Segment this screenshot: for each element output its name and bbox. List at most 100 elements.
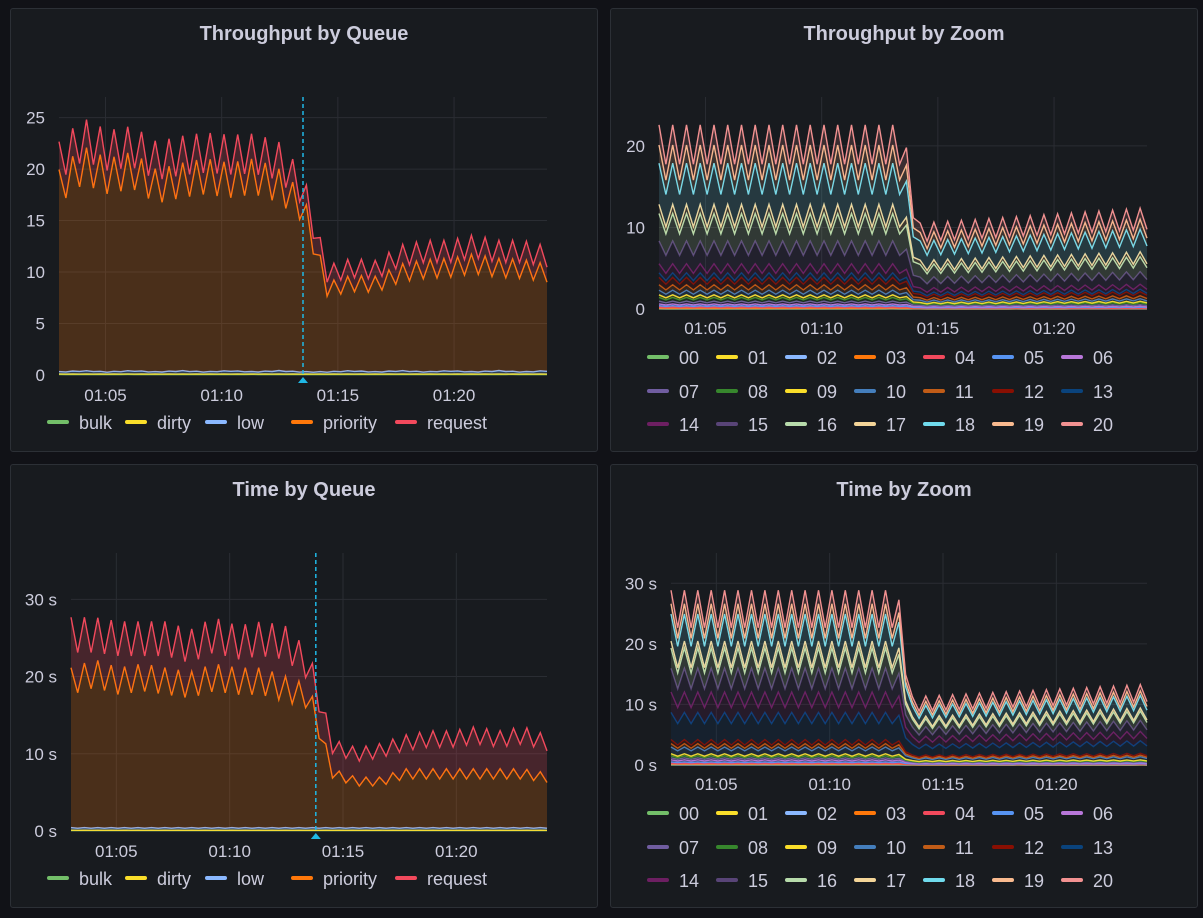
- legend-item-priority[interactable]: priority: [291, 869, 377, 890]
- time-by-queue-chart: 0 s 10 s 20 s 30 s 01:05 01:10 01:15 01:20: [25, 553, 548, 861]
- legend-item-priority[interactable]: priority: [291, 413, 377, 434]
- legend-item-low[interactable]: low: [205, 869, 264, 890]
- legend-item-06[interactable]: 06: [1061, 804, 1113, 825]
- panel-title[interactable]: Time by Zoom: [836, 479, 972, 501]
- legend-item-13[interactable]: 13: [1061, 382, 1113, 403]
- legend-item-04[interactable]: 04: [923, 804, 975, 825]
- series-line-09[interactable]: [658, 294, 1148, 305]
- series-line-06[interactable]: [670, 759, 1148, 765]
- legend-item-14[interactable]: 14: [647, 415, 699, 436]
- legend-item-12[interactable]: 12: [992, 838, 1044, 859]
- series-line-priority[interactable]: [70, 660, 548, 788]
- legend-item-19[interactable]: 19: [992, 871, 1044, 892]
- legend-item-06[interactable]: 06: [1061, 348, 1113, 369]
- legend-item-11[interactable]: 11: [923, 382, 974, 403]
- series-line-15[interactable]: [658, 239, 1148, 285]
- annotation-marker[interactable]: [298, 377, 308, 383]
- legend-item-08[interactable]: 08: [716, 382, 768, 403]
- series-line-request[interactable]: [70, 617, 548, 763]
- series-line-18[interactable]: [670, 613, 1148, 720]
- legend-item-16[interactable]: 16: [785, 871, 837, 892]
- legend-item-dirty[interactable]: dirty: [125, 869, 191, 890]
- annotation-marker[interactable]: [310, 833, 321, 839]
- legend-item-00[interactable]: 00: [647, 348, 699, 369]
- legend-item-02[interactable]: 02: [785, 804, 837, 825]
- legend-item-11[interactable]: 11: [923, 838, 974, 859]
- series-line-11[interactable]: [658, 283, 1148, 301]
- series-line-18[interactable]: [658, 163, 1148, 257]
- legend-item-09[interactable]: 09: [785, 838, 837, 859]
- legend-item-16[interactable]: 16: [785, 415, 837, 436]
- series-line-17[interactable]: [658, 201, 1148, 272]
- series-line-20[interactable]: [658, 124, 1148, 244]
- series-line-14[interactable]: [670, 690, 1148, 744]
- legend-item-18[interactable]: 18: [923, 415, 975, 436]
- series-line-request[interactable]: [58, 119, 548, 283]
- panel-title[interactable]: Throughput by Zoom: [803, 23, 1005, 45]
- legend-item-10[interactable]: 10: [854, 838, 906, 859]
- legend-item-01[interactable]: 01: [716, 348, 768, 369]
- legend-item-dirty[interactable]: dirty: [125, 413, 191, 434]
- legend-item-00[interactable]: 00: [647, 804, 699, 825]
- series-line-05[interactable]: [670, 761, 1148, 765]
- series-line-16[interactable]: [670, 645, 1148, 731]
- legend-item-bulk[interactable]: bulk: [47, 413, 112, 434]
- legend-swatch: [1061, 388, 1083, 393]
- series-line-08[interactable]: [658, 296, 1148, 306]
- legend-item-20[interactable]: 20: [1061, 871, 1113, 892]
- legend-item-09[interactable]: 09: [785, 382, 837, 403]
- legend-label: 09: [817, 381, 838, 402]
- legend-item-10[interactable]: 10: [854, 382, 906, 403]
- legend-item-15[interactable]: 15: [716, 415, 768, 436]
- series-line-17[interactable]: [670, 640, 1148, 729]
- legend-item-12[interactable]: 12: [992, 382, 1044, 403]
- legend-item-request[interactable]: request: [395, 413, 487, 434]
- series-line-12[interactable]: [658, 276, 1148, 299]
- series-line-10[interactable]: [658, 289, 1148, 303]
- series-line-13[interactable]: [658, 271, 1148, 297]
- legend-item-17[interactable]: 17: [854, 871, 906, 892]
- series-line-10[interactable]: [670, 746, 1148, 761]
- series-line-11[interactable]: [670, 742, 1148, 760]
- panel-time-by-zoom: Time by Zoom 0 s 10 s 20 s 30 s 01:05 01:10 01…: [610, 464, 1198, 908]
- legend-item-05[interactable]: 05: [992, 804, 1044, 825]
- legend-item-20[interactable]: 20: [1061, 415, 1113, 436]
- legend-item-bulk[interactable]: bulk: [47, 869, 112, 890]
- legend-item-07[interactable]: 07: [647, 838, 699, 859]
- legend-item-low[interactable]: low: [205, 413, 264, 434]
- legend-item-13[interactable]: 13: [1061, 838, 1113, 859]
- legend-item-01[interactable]: 01: [716, 804, 768, 825]
- x-tick-label: 01:20: [435, 842, 478, 861]
- series-line-19[interactable]: [670, 603, 1148, 717]
- legend-item-04[interactable]: 04: [923, 348, 975, 369]
- panel-title[interactable]: Throughput by Queue: [199, 23, 409, 45]
- series-line-low[interactable]: [70, 826, 548, 829]
- legend-item-05[interactable]: 05: [992, 348, 1044, 369]
- legend-item-15[interactable]: 15: [716, 871, 768, 892]
- legend-item-02[interactable]: 02: [785, 348, 837, 369]
- series-line-05[interactable]: [658, 304, 1148, 309]
- legend-item-03[interactable]: 03: [854, 348, 906, 369]
- series-line-15[interactable]: [670, 666, 1148, 737]
- series-line-16[interactable]: [658, 211, 1148, 276]
- series-line-08[interactable]: [670, 755, 1148, 763]
- series-line-07[interactable]: [670, 757, 1148, 764]
- series-line-06[interactable]: [658, 303, 1148, 308]
- legend-item-19[interactable]: 19: [992, 415, 1044, 436]
- legend-item-17[interactable]: 17: [854, 415, 906, 436]
- legend-item-18[interactable]: 18: [923, 871, 975, 892]
- legend-item-07[interactable]: 07: [647, 382, 699, 403]
- legend-item-03[interactable]: 03: [854, 804, 906, 825]
- series-line-14[interactable]: [658, 262, 1148, 294]
- panel-title[interactable]: Time by Queue: [232, 479, 376, 501]
- legend-item-08[interactable]: 08: [716, 838, 768, 859]
- legend-item-14[interactable]: 14: [647, 871, 699, 892]
- series-line-12[interactable]: [670, 738, 1148, 758]
- legend-item-request[interactable]: request: [395, 869, 487, 890]
- series-line-07[interactable]: [658, 300, 1148, 307]
- series-area-priority: [71, 660, 547, 829]
- series-line-09[interactable]: [670, 752, 1148, 763]
- series-line-13[interactable]: [670, 711, 1148, 750]
- series-line-20[interactable]: [670, 590, 1148, 713]
- series-line-19[interactable]: [658, 144, 1148, 251]
